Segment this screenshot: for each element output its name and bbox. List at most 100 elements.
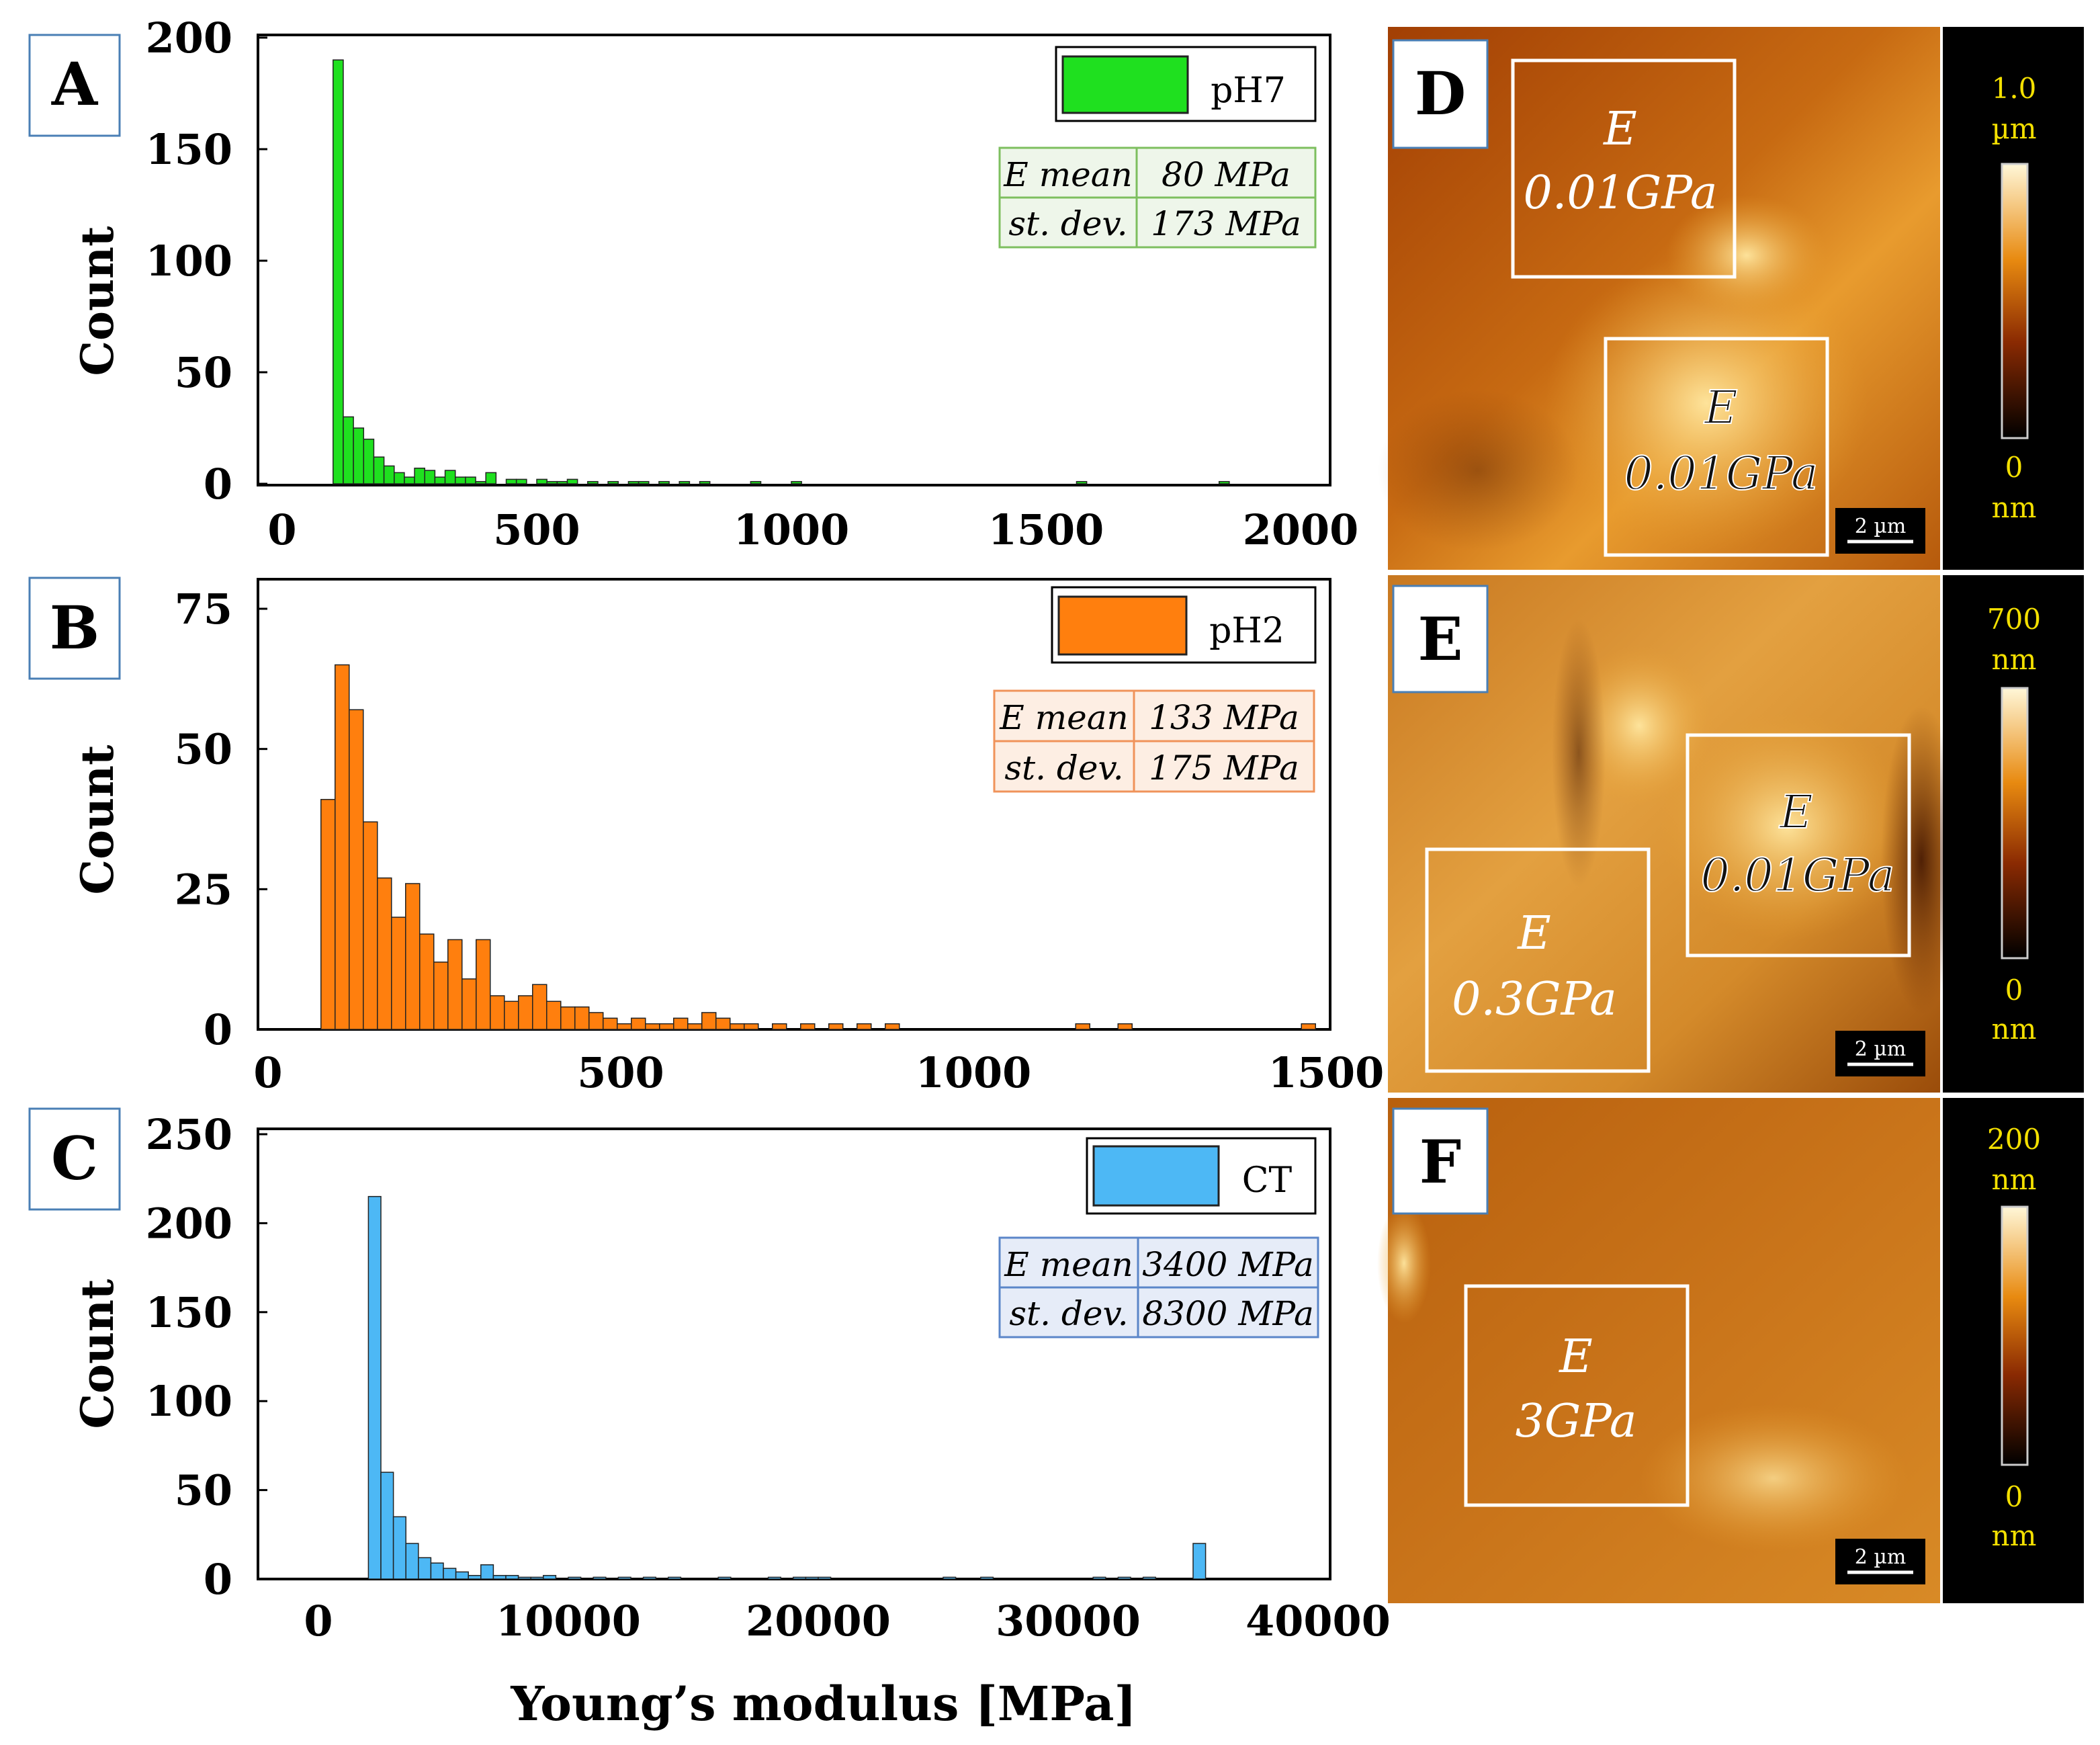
x-tick-label: 2000 <box>1243 505 1359 554</box>
colorbar-min-unit: nm <box>1992 1013 2037 1046</box>
x-axis-ticks: 0 10000 20000 30000 40000 <box>304 1597 1390 1646</box>
histogram-bar <box>631 1017 646 1030</box>
histogram-bar <box>443 1568 457 1580</box>
histogram-bar <box>405 883 421 1030</box>
histogram-bar <box>468 1574 482 1580</box>
afm-panel-f: F E 3GPa 2 µm 200 nm 0 nm <box>1377 1098 2084 1603</box>
histogram-bar <box>391 917 406 1030</box>
colorbar-min: 0 <box>2005 1480 2023 1513</box>
histogram-bars <box>333 59 1230 484</box>
measurement-region <box>1686 733 1911 957</box>
histogram-bar <box>363 438 375 484</box>
histogram-bar <box>363 821 378 1030</box>
stat-label: E mean <box>1003 155 1132 194</box>
histogram-bar <box>380 1472 394 1580</box>
histogram-bar <box>818 1576 832 1580</box>
scale-bar-box <box>1835 1031 1925 1076</box>
measurement-region <box>1604 337 1829 557</box>
histogram-bar <box>730 1023 745 1030</box>
colorbar <box>2001 1205 2029 1466</box>
stat-value: 3400 MPa <box>1142 1245 1314 1284</box>
panel-label-box <box>28 577 121 680</box>
y-tick-label: 200 <box>146 1199 232 1248</box>
panel-label-box <box>28 1107 121 1211</box>
afm-dark-feature <box>1552 618 1606 887</box>
colorbar <box>2001 687 2029 960</box>
histogram-bar <box>333 59 344 484</box>
legend-label: CT <box>1242 1160 1293 1201</box>
histogram-bar <box>465 476 476 484</box>
stat-label: st. dev. <box>1009 1294 1128 1333</box>
panel-label: B <box>50 593 99 663</box>
measurement-region <box>1464 1284 1690 1507</box>
x-tick-label: 30000 <box>996 1597 1141 1646</box>
histogram-bar <box>673 1017 689 1030</box>
histogram-bar <box>517 1576 531 1580</box>
scale-bar-label: 2 µm <box>1855 515 1907 538</box>
histogram-bar <box>504 1001 519 1030</box>
colorbar-min: 0 <box>2005 451 2023 484</box>
x-tick-label: 40000 <box>1245 1597 1391 1646</box>
histogram-bar <box>1117 1023 1133 1030</box>
afm-bright-feature <box>1545 255 1868 551</box>
x-tick-label: 500 <box>493 505 580 554</box>
colorbar-max: 1.0 <box>1992 72 2037 105</box>
histogram-bar <box>603 1017 618 1030</box>
histogram-bar <box>767 1576 781 1580</box>
region-label: E <box>1558 1330 1593 1384</box>
panel-label: C <box>51 1123 98 1193</box>
y-tick-label: 75 <box>175 585 232 634</box>
histogram-bar <box>1218 480 1230 484</box>
panel-label: A <box>51 49 99 119</box>
afm-dark-feature <box>1881 706 1962 1015</box>
histogram-bar <box>546 480 558 484</box>
histogram-bar <box>659 1023 674 1030</box>
legend-swatch <box>1092 1145 1220 1207</box>
histogram-bar <box>574 1006 590 1030</box>
colorbar-max-unit: µm <box>1991 112 2036 145</box>
histogram-bar <box>715 1017 731 1030</box>
x-tick-label: 500 <box>577 1048 664 1097</box>
stats-table: E mean 3400 MPa st. dev. 8300 MPa <box>998 1236 1319 1338</box>
histogram-bar <box>857 1023 872 1030</box>
histogram-bar <box>518 995 533 1030</box>
afm-bright-feature <box>1377 1203 1431 1324</box>
histogram-bar <box>536 478 548 484</box>
histogram-bar <box>405 1543 419 1580</box>
stat-label: E mean <box>1004 1245 1133 1284</box>
histogram-bar <box>1117 1576 1131 1580</box>
panel-label-box <box>28 34 121 137</box>
histogram-bar <box>699 480 711 484</box>
stats-table: E mean 80 MPa st. dev. 173 MPa <box>998 146 1317 249</box>
colorbar-min-unit: nm <box>1992 491 2037 524</box>
scale-bar-box <box>1835 508 1925 554</box>
histogram-bar <box>485 472 497 484</box>
afm-bright-feature <box>1639 1404 1908 1552</box>
histogram-bar <box>543 1574 557 1580</box>
histogram-bar <box>505 1574 519 1580</box>
histogram-bar <box>490 995 505 1030</box>
legend-swatch <box>1061 55 1189 114</box>
histogram-bar <box>447 939 463 1030</box>
histogram-bar <box>530 1576 544 1580</box>
histogram-bar <box>793 1576 807 1580</box>
histogram-bar <box>367 1195 382 1580</box>
histogram-bar <box>617 1576 631 1580</box>
histogram-bar <box>943 1576 957 1580</box>
histogram-bar <box>658 480 670 484</box>
region-label: E <box>1516 907 1551 960</box>
histogram-bar <box>607 480 619 484</box>
plot-frame <box>257 578 1331 1031</box>
histogram-bar <box>642 1576 656 1580</box>
histogram-bar <box>373 456 385 484</box>
y-tick-label: 50 <box>175 348 232 397</box>
legend-label: pH7 <box>1211 71 1286 111</box>
histogram-bar <box>335 664 350 1030</box>
afm-bright-feature <box>1666 195 1827 316</box>
stats-table: E mean 133 MPa st. dev. 175 MPa <box>993 689 1315 793</box>
histogram-bar <box>434 476 446 484</box>
afm-bright-feature <box>1659 712 1915 941</box>
y-axis-ticks: 0 50 100 150 200 <box>146 13 267 509</box>
histogram-bar <box>349 709 364 1030</box>
